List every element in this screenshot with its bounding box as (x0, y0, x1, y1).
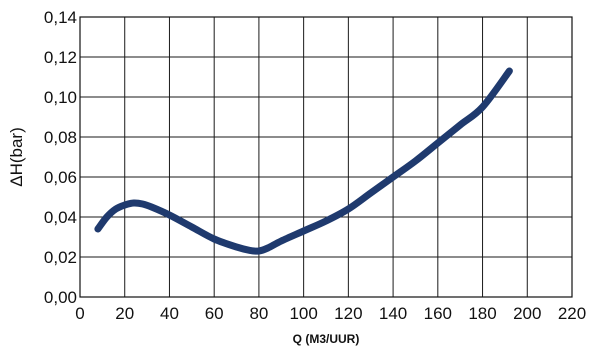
x-tick-labels: 0 20 40 60 80 100 120 140 160 180 200 220 (75, 304, 586, 323)
y-tick-label: 0,08 (44, 128, 77, 147)
x-tick-label: 160 (424, 304, 452, 323)
x-tick-label: 120 (334, 304, 362, 323)
x-tick-label: 20 (115, 304, 134, 323)
x-tick-label: 200 (513, 304, 541, 323)
y-tick-labels: 0,00 0,02 0,04 0,06 0,08 0,10 0,12 0,14 (44, 8, 77, 307)
x-tick-label: 180 (468, 304, 496, 323)
x-tick-label: 40 (160, 304, 179, 323)
y-tick-label: 0,06 (44, 168, 77, 187)
plot-frame (80, 17, 572, 297)
x-tick-label: 60 (205, 304, 224, 323)
x-tick-label: 220 (558, 304, 586, 323)
y-axis-title: ΔH(bar) (7, 127, 26, 187)
x-axis-title: Q (M3/UUR) (293, 332, 360, 346)
y-tick-label: 0,00 (44, 288, 77, 307)
x-tick-label: 80 (249, 304, 268, 323)
y-tick-label: 0,04 (44, 208, 77, 227)
y-tick-label: 0,12 (44, 48, 77, 67)
grid (80, 17, 572, 297)
y-tick-label: 0,02 (44, 248, 77, 267)
x-tick-label: 140 (379, 304, 407, 323)
x-tick-label: 100 (289, 304, 317, 323)
y-tick-label: 0,10 (44, 88, 77, 107)
y-tick-label: 0,14 (44, 8, 77, 27)
